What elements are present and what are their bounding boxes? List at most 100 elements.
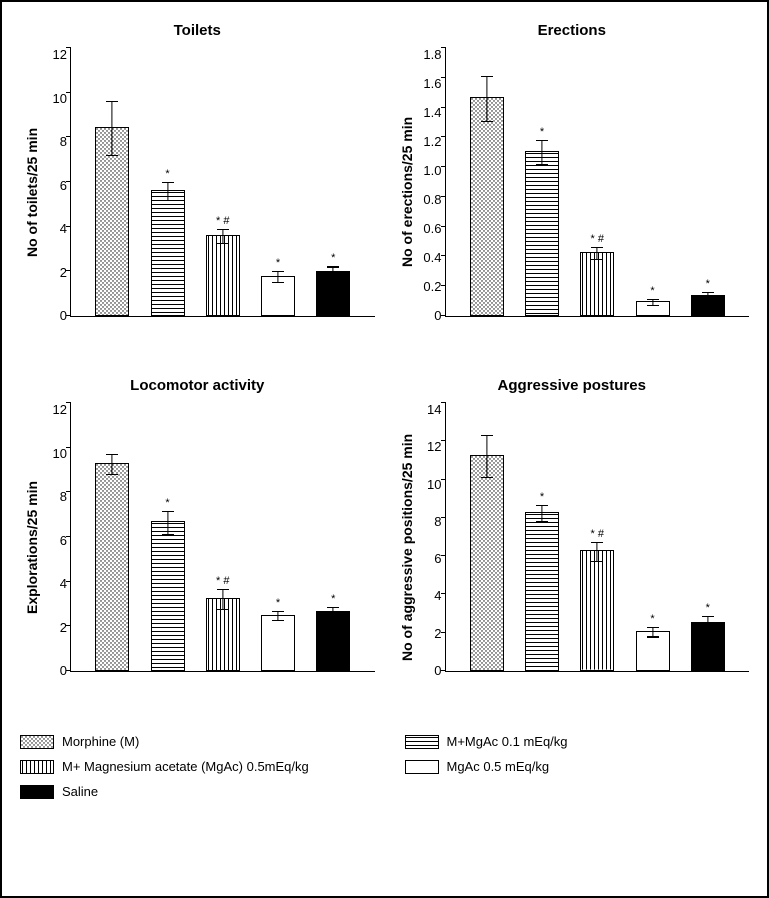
error-cap-top — [647, 627, 659, 628]
bar-group — [467, 455, 507, 671]
bar-m_mgac_05: * # — [206, 598, 240, 671]
bar-m_mgac_05: * # — [580, 550, 614, 671]
error-cap-top — [481, 76, 493, 77]
error-bar — [486, 76, 487, 121]
ytick-label: 1.2 — [423, 134, 441, 149]
legend-item-saline: Saline — [20, 784, 365, 799]
legend-label: Morphine (M) — [62, 734, 139, 749]
ytick-label: 1.8 — [423, 47, 441, 62]
bar-mgac_05: * — [636, 301, 670, 316]
bar-saline: * — [316, 271, 350, 316]
legend-label: M+ Magnesium acetate (MgAc) 0.5mEq/kg — [62, 759, 309, 774]
ytick-label: 1.6 — [423, 76, 441, 91]
y-axis-label: Explorations/25 min — [20, 402, 40, 692]
error-cap-top — [327, 607, 339, 608]
error-cap-top — [272, 271, 284, 272]
legend-label: Saline — [62, 784, 98, 799]
error-cap-top — [217, 589, 229, 590]
bar-group: * — [258, 276, 298, 317]
error-bar — [597, 247, 598, 259]
error-bar — [167, 182, 168, 200]
error-cap-bottom — [591, 561, 603, 562]
error-cap-bottom — [481, 477, 493, 478]
error-bar — [333, 607, 334, 618]
error-cap-top — [272, 611, 284, 612]
error-bar — [541, 505, 542, 520]
chart-title: Locomotor activity — [20, 377, 375, 394]
significance-marks: * # — [216, 575, 229, 587]
significance-marks: * — [276, 257, 280, 269]
ytick-label: 0.2 — [423, 279, 441, 294]
error-cap-top — [591, 247, 603, 248]
error-bar — [277, 271, 278, 282]
error-cap-bottom — [702, 630, 714, 631]
error-cap-bottom — [272, 620, 284, 621]
significance-marks: * — [650, 613, 654, 625]
legend-item-m_mgac_01: M+MgAc 0.1 mEq/kg — [405, 734, 750, 749]
error-bar — [707, 292, 708, 301]
bars-row: * * # * — [71, 47, 375, 316]
bar-m_mgac_01: * — [525, 151, 559, 316]
error-bar — [222, 229, 223, 243]
chart-aggressive: Aggressive postures No of aggressive pos… — [395, 377, 750, 712]
legend-swatch-mgac_05 — [405, 760, 439, 774]
bar-m_mgac_01: * — [151, 521, 185, 671]
bar-group: * — [633, 301, 673, 316]
error-cap-bottom — [536, 521, 548, 522]
error-cap-top — [162, 182, 174, 183]
ytick-label: 14 — [427, 402, 441, 417]
ytick-label: 1.4 — [423, 105, 441, 120]
error-bar — [112, 454, 113, 474]
legend: Morphine (M) M+MgAc 0.1 mEq/kg M+ Magnes… — [20, 734, 749, 799]
bar-group — [92, 463, 132, 671]
chart-body: Explorations/25 min 121086420 * — [20, 402, 375, 692]
bar-group: * # — [203, 598, 243, 671]
bar-saline: * — [691, 295, 725, 316]
bar-group: * # — [577, 252, 617, 317]
error-bar — [707, 616, 708, 630]
y-axis-label: No of toilets/25 min — [20, 47, 40, 337]
ytick-label: 10 — [53, 446, 67, 461]
error-cap-top — [217, 229, 229, 230]
error-bar — [277, 611, 278, 620]
bar-mgac_05: * — [261, 615, 295, 671]
error-cap-top — [536, 140, 548, 141]
error-cap-top — [327, 266, 339, 267]
plot-area: * * # * — [70, 47, 375, 317]
chart-body: No of erections/25 min 1.8 1.6 1.4 1.2 1.0 0.… — [395, 47, 750, 337]
y-axis-label: No of erections/25 min — [395, 47, 415, 337]
error-cap-bottom — [647, 636, 659, 637]
error-cap-bottom — [272, 282, 284, 283]
error-cap-bottom — [217, 243, 229, 244]
error-cap-top — [647, 299, 659, 300]
bar-morphine — [470, 455, 504, 671]
significance-marks: * — [331, 252, 335, 264]
significance-marks: * # — [591, 233, 604, 245]
error-cap-bottom — [327, 278, 339, 279]
figure-frame: Toilets No of toilets/25 min 121086420 — [0, 0, 769, 898]
ytick-label: 12 — [53, 47, 67, 62]
ytick-label: 1.0 — [423, 163, 441, 178]
significance-marks: * # — [216, 215, 229, 227]
ytick-label: 0.8 — [423, 192, 441, 207]
error-cap-bottom — [106, 155, 118, 156]
error-cap-bottom — [536, 164, 548, 165]
significance-marks: * — [540, 491, 544, 503]
chart-locomotor: Locomotor activity Explorations/25 min 1… — [20, 377, 375, 712]
error-cap-bottom — [481, 121, 493, 122]
significance-marks: * — [706, 602, 710, 614]
legend-label: MgAc 0.5 mEq/kg — [447, 759, 550, 774]
error-bar — [652, 627, 653, 637]
error-cap-bottom — [106, 474, 118, 475]
error-cap-top — [106, 101, 118, 102]
bar-saline: * — [691, 622, 725, 671]
significance-marks: * — [331, 593, 335, 605]
error-bar — [597, 542, 598, 561]
significance-marks: * — [165, 168, 169, 180]
error-cap-top — [162, 511, 174, 512]
bar-morphine — [95, 463, 129, 671]
plot-area: * * # * — [445, 47, 750, 317]
chart-title: Toilets — [20, 22, 375, 39]
significance-marks: * — [540, 126, 544, 138]
bar-group: * — [148, 190, 188, 316]
